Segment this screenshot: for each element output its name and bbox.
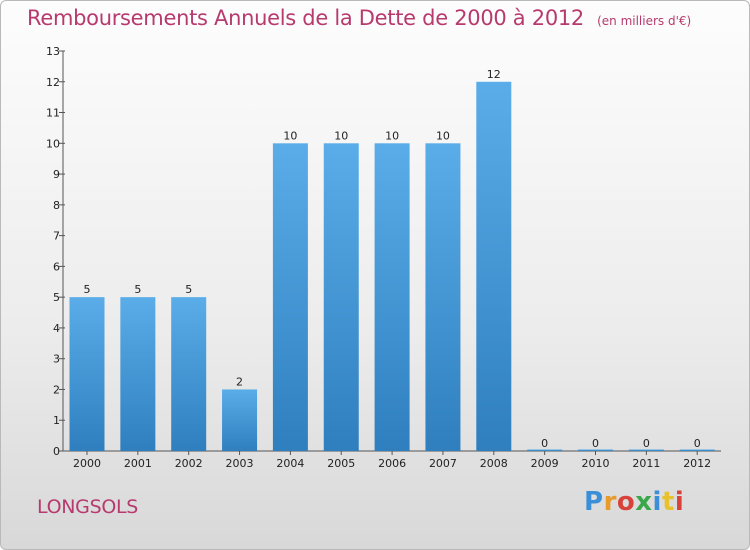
- y-tick-label: 2: [53, 383, 60, 396]
- bar: [323, 143, 359, 452]
- x-tick-label: 2006: [378, 457, 406, 470]
- bars: [69, 81, 715, 452]
- y-tick-label: 11: [46, 107, 60, 120]
- logo-letter: x: [635, 487, 653, 517]
- bar-value-label: 10: [385, 129, 399, 142]
- title-row: Remboursements Annuels de la Dette de 20…: [27, 6, 691, 30]
- logo-letter: t: [661, 487, 675, 517]
- bar: [578, 449, 613, 451]
- chart-title: Remboursements Annuels de la Dette de 20…: [27, 6, 584, 30]
- x-tick-label: 2000: [73, 457, 101, 470]
- bar-value-label: 10: [334, 129, 348, 142]
- bar: [120, 297, 156, 451]
- y-tick-label: 8: [53, 199, 60, 212]
- x-tick-label: 2004: [276, 457, 304, 470]
- bar-value-label: 0: [694, 437, 701, 450]
- y-tick-label: 13: [46, 45, 60, 58]
- logo-letter: r: [603, 487, 617, 517]
- y-tick-label: 6: [53, 260, 60, 273]
- x-tick-label: 2007: [429, 457, 457, 470]
- logo-letter: i: [674, 487, 685, 517]
- y-tick-label: 0: [53, 445, 60, 458]
- bar: [527, 449, 563, 451]
- bar-value-label: 12: [487, 68, 501, 81]
- y-tick-label: 5: [53, 291, 60, 304]
- y-tick-label: 9: [53, 168, 60, 181]
- x-tick-label: 2005: [327, 457, 355, 470]
- bar-value-label: 10: [283, 129, 297, 142]
- x-axis: 2000 2001 2002 2003 2004 2005 2006 2007 2008 2009…: [63, 450, 721, 470]
- logo-letter: i: [652, 487, 662, 517]
- data-labels: 5 5 5 2 10 10 10 10 12 0 0 0 0: [84, 68, 701, 450]
- bar: [171, 297, 207, 451]
- bar-value-label: 0: [592, 437, 599, 450]
- proxiti-logo: Proxiti: [584, 487, 684, 517]
- location-name: LONGSOLS: [37, 496, 139, 518]
- y-tick-label: 4: [53, 322, 60, 335]
- bar: [679, 449, 715, 451]
- x-tick-label: 2001: [124, 457, 152, 470]
- logo-letter: o: [616, 487, 636, 517]
- logo-letter: P: [584, 487, 604, 517]
- bar-value-label: 2: [236, 375, 243, 388]
- x-tick-label: 2008: [480, 457, 508, 470]
- x-tick-label: 2010: [582, 457, 610, 470]
- y-tick-label: 12: [46, 76, 60, 89]
- x-tick-label: 2011: [632, 457, 660, 470]
- bar: [476, 81, 512, 452]
- y-tick-label: 3: [53, 353, 60, 366]
- bar: [425, 143, 461, 452]
- bar-value-label: 0: [643, 437, 650, 450]
- bar: [69, 297, 105, 451]
- bar-value-label: 10: [436, 129, 450, 142]
- bar-value-label: 5: [134, 283, 141, 296]
- bar-value-label: 5: [185, 283, 192, 296]
- x-tick-label: 2003: [226, 457, 254, 470]
- x-tick-label: 2012: [683, 457, 711, 470]
- bar-value-label: 0: [541, 437, 548, 450]
- y-tick-label: 7: [53, 230, 60, 243]
- bar: [628, 449, 664, 451]
- bar: [272, 143, 308, 452]
- bar: [222, 389, 258, 451]
- x-tick-label: 2009: [531, 457, 559, 470]
- bar-value-label: 5: [84, 283, 91, 296]
- chart-unit: (en milliers d'€): [597, 14, 692, 28]
- bar: [374, 143, 410, 452]
- x-tick-label: 2002: [175, 457, 203, 470]
- y-tick-label: 10: [46, 137, 60, 150]
- y-tick-label: 1: [53, 414, 60, 427]
